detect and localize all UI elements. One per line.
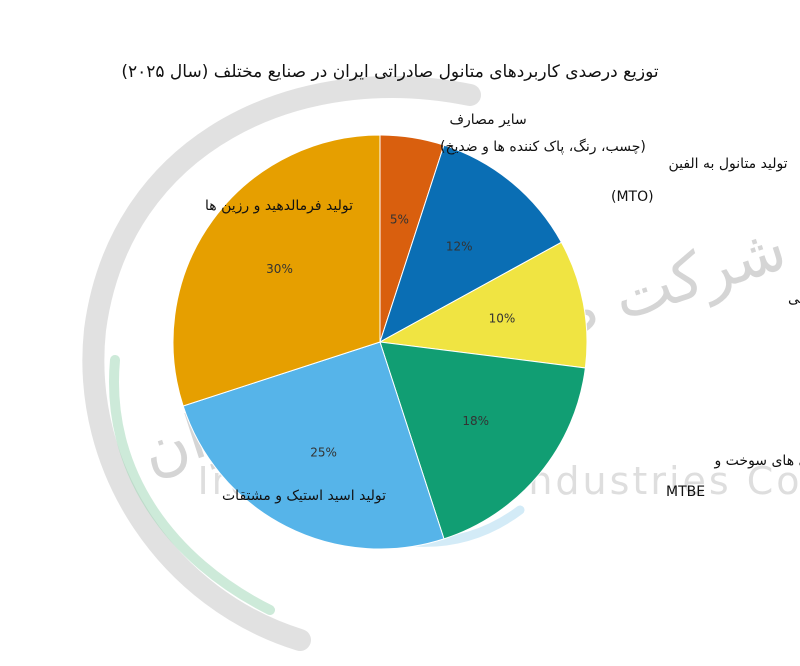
slice-percent-label: 12% [446, 239, 473, 253]
slice-percent-label: 30% [266, 262, 293, 276]
label-mto: تولید متانول به الفین (MTO) [611, 156, 788, 205]
slice-percent-label: 18% [462, 414, 489, 428]
pie-slice [379, 341, 586, 540]
slice-percent-label: 5% [390, 212, 409, 226]
pie-slices [172, 134, 588, 550]
label-formaldehyde: تولید فرمالدهید و رزین ها [205, 198, 353, 214]
label-other-uses-line1: سایر مصارف [449, 112, 526, 128]
percent-labels: 5% 12% 10% 18% 25% 30% [266, 212, 515, 459]
label-acetic: تولید اسید استیک و مشتقات [222, 488, 386, 504]
label-fuel: افزودنی های سوخت و MTBE [666, 453, 800, 500]
chart-title: توزیع درصدی کاربردهای متانول صادراتی ایر… [121, 62, 659, 82]
category-labels: سایر مصارف (چسب، رنگ، پاک کننده ها و ضدی… [205, 112, 800, 504]
label-pharma: صنایع دارویی و آزمایشگاهی [788, 290, 800, 307]
label-fuel-line1: افزودنی های سوخت و [713, 453, 800, 469]
label-mto-line1: تولید متانول به الفین [668, 156, 787, 172]
label-other-uses-line2: (چسب، رنگ، پاک کننده ها و ضدیخ) [440, 138, 646, 155]
pie-slice [182, 341, 445, 550]
pie-slice [172, 134, 381, 407]
label-other-uses: سایر مصارف (چسب، رنگ، پاک کننده ها و ضدی… [440, 112, 646, 155]
pie-slice [379, 144, 563, 344]
slice-percent-label: 25% [310, 446, 337, 460]
slice-percent-label: 10% [489, 312, 516, 326]
label-mto-line2: (MTO) [611, 189, 654, 205]
pie-slice [378, 241, 588, 369]
label-fuel-line2: MTBE [666, 484, 705, 500]
